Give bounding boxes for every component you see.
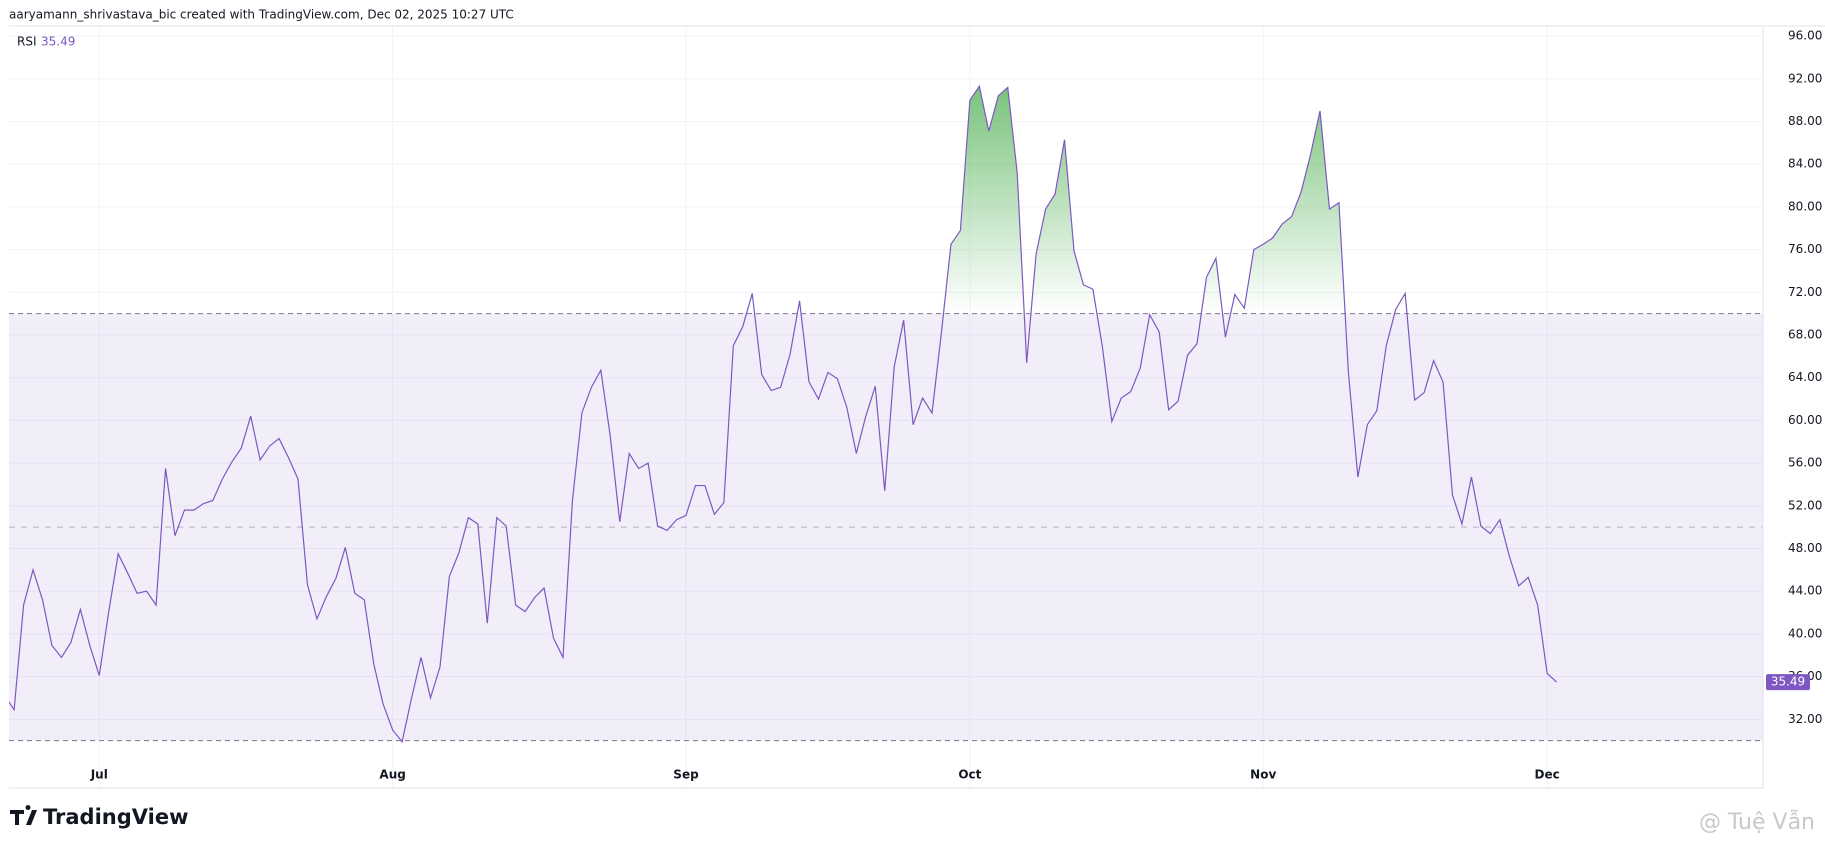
y-tick-label: 80.00	[1788, 199, 1822, 213]
y-tick-label: 68.00	[1788, 328, 1822, 342]
x-tick-label: Oct	[958, 768, 981, 782]
overbought-fill	[746, 86, 1407, 314]
y-tick-label: 44.00	[1788, 584, 1822, 598]
attribution: aaryamann_shrivastava_bic created with T…	[9, 8, 514, 22]
y-tick-label: 32.00	[1788, 712, 1822, 726]
x-tick-label: Dec	[1535, 768, 1560, 782]
logo-icon	[10, 804, 37, 825]
watermark: @ Tuệ Vẫn	[1699, 809, 1815, 835]
x-tick-label: Jul	[90, 768, 108, 782]
x-tick-label: Sep	[673, 768, 699, 782]
y-tick-label: 88.00	[1788, 114, 1822, 128]
x-tick-label: Aug	[379, 768, 405, 782]
y-tick-label: 40.00	[1788, 626, 1822, 640]
x-tick-label: Nov	[1250, 768, 1276, 782]
logo: TradingView	[10, 804, 188, 829]
y-tick-label: 64.00	[1788, 370, 1822, 384]
logo-text: TradingView	[43, 805, 188, 829]
y-tick-label: 72.00	[1788, 285, 1822, 299]
y-tick-label: 60.00	[1788, 413, 1822, 427]
y-tick-label: 56.00	[1788, 456, 1822, 470]
y-tick-label: 76.00	[1788, 242, 1822, 256]
y-tick-label: 48.00	[1788, 541, 1822, 555]
y-tick-label: 84.00	[1788, 157, 1822, 171]
legend-name: RSI	[17, 35, 37, 49]
overbought-group	[746, 86, 1407, 314]
y-tick-label: 96.00	[1788, 29, 1822, 43]
line-group	[9, 84, 1557, 744]
last-value-label: 35.49	[1771, 675, 1805, 689]
y-tick-label: 92.00	[1788, 71, 1822, 85]
legend-value: 35.49	[41, 35, 75, 49]
y-tick-label: 52.00	[1788, 498, 1822, 512]
last-value-box	[1766, 674, 1810, 691]
rsi-line	[9, 84, 1557, 744]
